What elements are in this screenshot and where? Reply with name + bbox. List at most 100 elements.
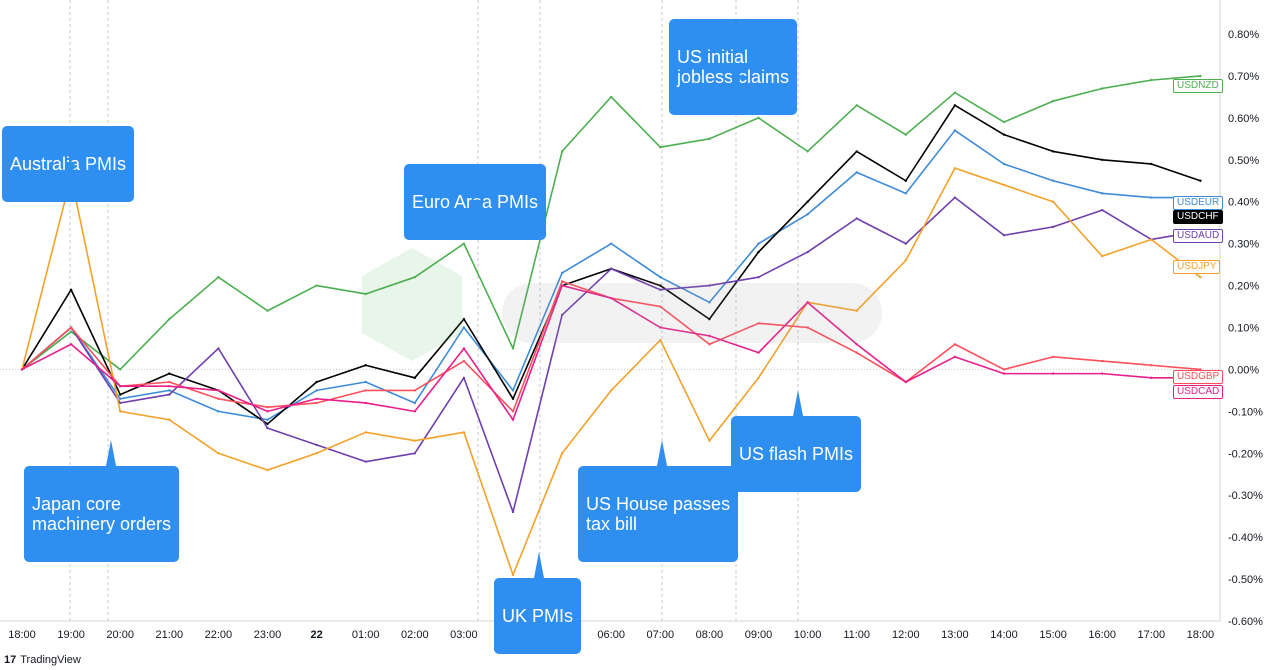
data-point [1051, 99, 1055, 103]
data-point [413, 376, 416, 380]
x-tick-label: 11:00 [843, 629, 870, 641]
data-point [1051, 355, 1055, 359]
annotation-us-flash-pmis: US flash PMIs [731, 390, 862, 492]
data-point [806, 150, 809, 153]
data-point [266, 418, 269, 421]
annotation-text: US House passes tax bill [586, 494, 731, 534]
data-point [1150, 238, 1153, 241]
data-point [1051, 225, 1055, 229]
data-point [315, 452, 318, 455]
data-point [69, 326, 73, 329]
data-point [1150, 162, 1153, 166]
data-point [266, 410, 269, 413]
data-point [1101, 372, 1104, 375]
data-point [1199, 275, 1202, 279]
annotation-euro-area-pmis: Euro Area PMIs [404, 164, 547, 240]
data-point [168, 380, 171, 384]
data-point [217, 275, 220, 279]
data-point [659, 305, 662, 308]
data-point [413, 275, 416, 279]
annotation-pointer [472, 200, 482, 226]
babypips-watermark-icon [362, 248, 882, 361]
data-point [315, 397, 318, 400]
data-point [1002, 162, 1006, 166]
series-label-usdcad: USDCAD [1173, 385, 1224, 399]
data-point [708, 334, 711, 338]
data-point [855, 171, 858, 174]
data-point [119, 401, 122, 405]
series-label-usdnzd: USDNZD [1173, 79, 1223, 93]
data-point [364, 389, 367, 392]
data-point [757, 322, 760, 325]
data-point [119, 385, 122, 388]
tradingview-brand: TradingView [20, 654, 81, 666]
data-point [1101, 208, 1104, 212]
data-point [413, 401, 416, 405]
x-tick-label: 23:00 [254, 629, 282, 641]
data-point [1199, 74, 1202, 78]
data-point [560, 280, 564, 283]
data-point [1051, 372, 1055, 375]
data-point [1002, 133, 1006, 136]
annotation-pointer [731, 75, 741, 101]
data-point [462, 376, 466, 380]
data-point [708, 439, 711, 442]
data-point [1101, 192, 1104, 195]
data-point [610, 242, 613, 245]
data-point [1150, 376, 1153, 380]
data-point [168, 389, 171, 392]
x-tick-label: 03:00 [450, 629, 478, 641]
x-tick-label: 20:00 [106, 629, 134, 641]
annotation-pointer [534, 552, 544, 578]
data-point [610, 389, 613, 392]
data-point [413, 452, 416, 455]
data-point [119, 410, 122, 413]
y-tick-label: -0.60% [1228, 616, 1263, 628]
data-point [217, 452, 220, 455]
data-point [1150, 196, 1153, 199]
data-point [1150, 364, 1153, 367]
data-point [511, 397, 515, 400]
y-tick-label: 0.60% [1228, 113, 1259, 125]
data-point [266, 426, 269, 430]
data-point [462, 317, 466, 321]
data-point [904, 133, 907, 136]
data-point [511, 418, 515, 421]
annotation-text: Japan core machinery orders [32, 494, 172, 534]
x-tick-label: 08:00 [696, 629, 724, 641]
annotation-uk-pmis: UK PMIs [494, 552, 582, 654]
tradingview-attribution: 17 TradingView [4, 654, 81, 666]
data-point [413, 439, 416, 442]
x-tick-label: 19:00 [57, 629, 85, 641]
tradingview-logo-icon: 17 [4, 654, 17, 666]
x-tick-label: 22 [310, 629, 322, 641]
data-point [610, 95, 613, 99]
data-point [806, 250, 809, 254]
annotation-australia-pmis: Australia PMIs [2, 126, 135, 202]
data-point [511, 573, 515, 577]
data-point [69, 330, 73, 333]
data-point [659, 275, 662, 279]
data-point [1101, 255, 1104, 258]
x-tick-label: 01:00 [352, 629, 380, 641]
data-point [1199, 179, 1202, 182]
data-point [757, 351, 760, 354]
data-point [560, 313, 564, 317]
data-point [560, 284, 564, 287]
data-point [1051, 179, 1055, 182]
data-point [904, 192, 907, 195]
y-tick-label: -0.30% [1228, 490, 1263, 502]
annotation-text: Australia PMIs [10, 154, 127, 174]
data-point [855, 217, 858, 220]
data-point [168, 393, 171, 396]
data-point [855, 150, 858, 153]
data-point [266, 468, 269, 472]
data-point [266, 309, 269, 312]
annotation-pointer [793, 390, 803, 416]
data-point [511, 389, 515, 392]
data-point [904, 380, 907, 384]
data-point [610, 267, 613, 270]
data-point [659, 146, 662, 149]
data-point [757, 116, 760, 120]
